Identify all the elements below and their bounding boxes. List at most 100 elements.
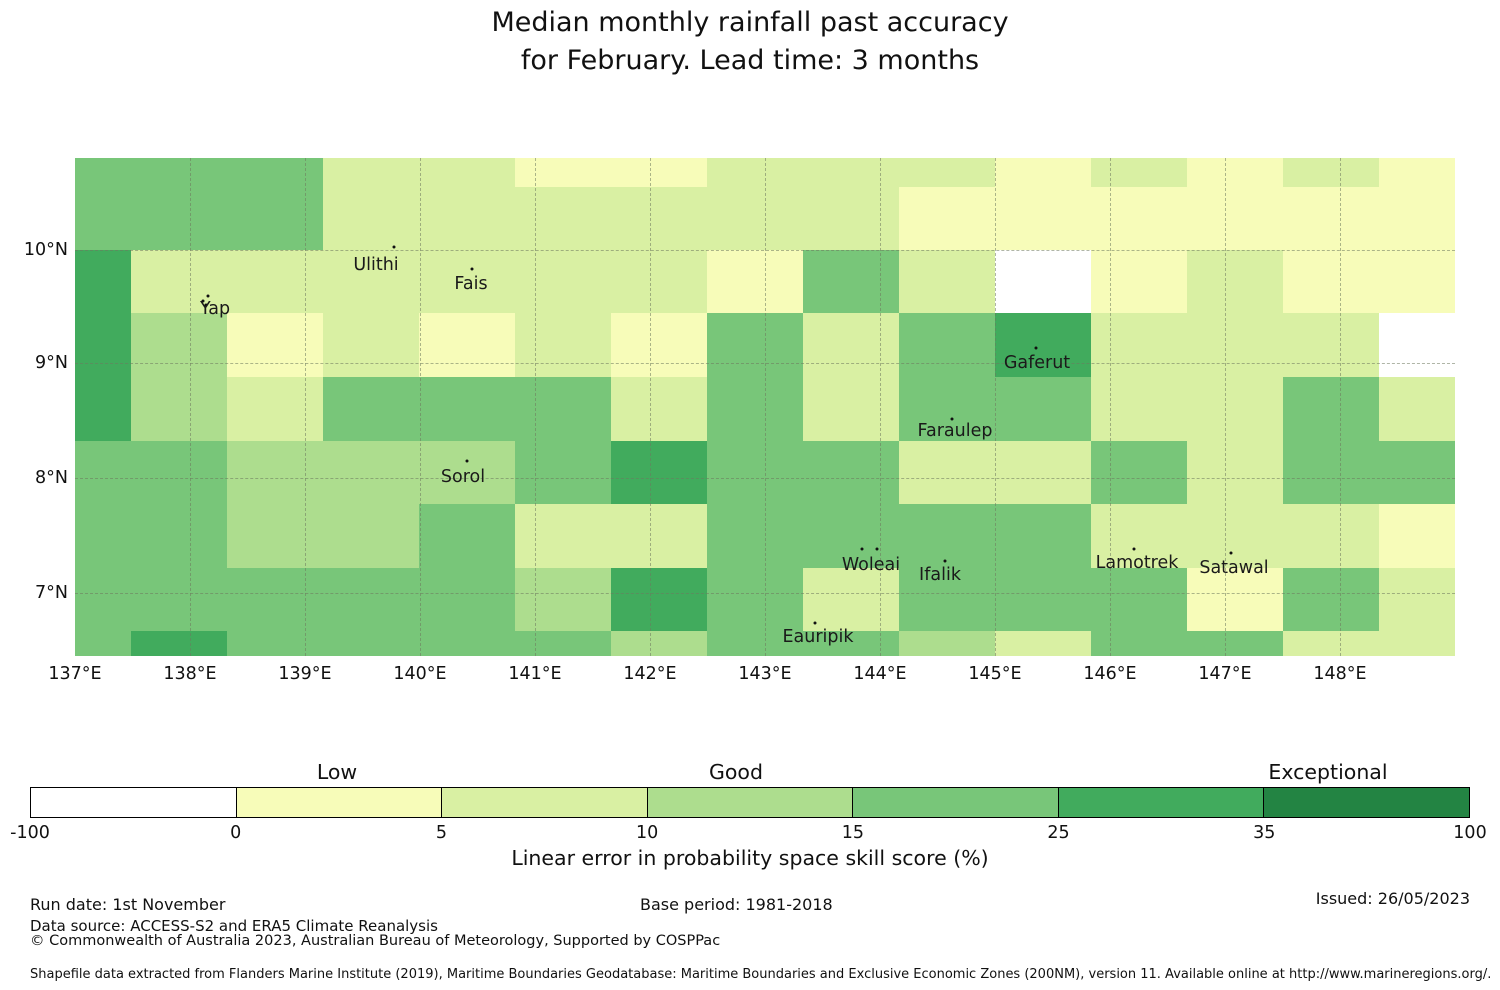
- latitude-gridline: [75, 478, 1455, 479]
- map-cell: [1283, 441, 1379, 504]
- map-cell: [419, 631, 515, 656]
- map-cell: [515, 631, 611, 656]
- colorbar-axis-label: Linear error in probability space skill …: [511, 846, 989, 870]
- island-marker: [943, 559, 947, 563]
- map-cell: [419, 313, 515, 377]
- island-marker: [875, 547, 879, 551]
- map-cell: [707, 631, 803, 656]
- map-cell: [1091, 631, 1187, 656]
- colorbar-tick-label: 0: [230, 823, 242, 843]
- longitude-gridline: [1110, 158, 1111, 656]
- x-tick-label: 148°E: [1313, 664, 1367, 684]
- longitude-gridline: [190, 158, 191, 656]
- colorbar-segment: [236, 788, 443, 817]
- island-marker: [392, 245, 396, 249]
- x-tick-label: 142°E: [623, 664, 677, 684]
- shapefile-note: Shapefile data extracted from Flanders M…: [30, 967, 1492, 982]
- island-label: Yap: [199, 299, 231, 319]
- map-cell: [1187, 568, 1283, 631]
- map-cell: [899, 187, 995, 250]
- colorbar-segment: [31, 788, 237, 817]
- map-cell: [995, 568, 1091, 631]
- map-cell: [1091, 504, 1187, 568]
- island-label: Sorol: [440, 467, 486, 487]
- map-cell: [899, 441, 995, 504]
- map-cell: [1091, 313, 1187, 377]
- map-cell: [1379, 568, 1455, 631]
- map-cell: [1091, 158, 1187, 187]
- map-cell: [995, 313, 1091, 377]
- map-cell: [611, 250, 707, 313]
- colorbar-segment: [442, 788, 648, 817]
- map-cell: [227, 377, 323, 441]
- map-cell: [803, 504, 899, 568]
- chart-title-line2: for February. Lead time: 3 months: [520, 45, 980, 76]
- map-cell: [1283, 568, 1379, 631]
- map-cell: [75, 441, 131, 504]
- map-cell: [707, 250, 803, 313]
- map-cell: [75, 631, 131, 656]
- copyright: © Commonwealth of Australia 2023, Austra…: [30, 933, 721, 949]
- longitude-gridline: [995, 158, 996, 656]
- map-cell: [611, 313, 707, 377]
- colorbar-category-label: Good: [709, 760, 763, 784]
- map-cell: [1283, 313, 1379, 377]
- island-marker: [1132, 547, 1136, 551]
- map-cell: [1187, 250, 1283, 313]
- chart-title-line1: Median monthly rainfall past accuracy: [491, 7, 1009, 38]
- map-cell: [611, 441, 707, 504]
- map-cell: [131, 250, 227, 313]
- map-cell: [131, 631, 227, 656]
- map-cell: [515, 441, 611, 504]
- map-cell: [1379, 377, 1455, 441]
- map-cell: [995, 158, 1091, 187]
- map-cell: [1187, 158, 1283, 187]
- colorbar-segment: [647, 788, 854, 817]
- y-tick-label: 7°N: [35, 583, 68, 603]
- map-cell: [75, 377, 131, 441]
- map-cell: [1379, 187, 1455, 250]
- y-tick-label: 9°N: [35, 353, 68, 373]
- island-label: Fais: [454, 274, 488, 294]
- map-cell: [323, 504, 419, 568]
- map-cell: [515, 504, 611, 568]
- island-label: Faraulep: [917, 421, 993, 441]
- map-cell: [419, 568, 515, 631]
- colorbar-segment: [1264, 788, 1470, 817]
- colorbar-tick-label: 10: [636, 823, 659, 843]
- map-cell: [515, 187, 611, 250]
- longitude-gridline: [535, 158, 536, 656]
- map-cell: [227, 158, 323, 187]
- map-cell: [323, 158, 419, 187]
- x-tick-label: 147°E: [1198, 664, 1252, 684]
- map-cell: [803, 250, 899, 313]
- map-cell: [515, 158, 611, 187]
- island-marker: [465, 459, 469, 463]
- map-cell: [75, 313, 131, 377]
- map-cell: [1091, 568, 1187, 631]
- map-cell: [1187, 441, 1283, 504]
- map-cell: [803, 158, 899, 187]
- island-marker: [860, 547, 864, 551]
- map-cell: [419, 441, 515, 504]
- island-marker: [201, 299, 205, 303]
- map-cell: [707, 441, 803, 504]
- map-cell: [899, 250, 995, 313]
- island-marker: [206, 294, 210, 298]
- map-cell: [227, 187, 323, 250]
- map-cell: [1283, 631, 1379, 656]
- map-cell: [1283, 504, 1379, 568]
- map-cell: [75, 158, 131, 187]
- map-cell: [323, 377, 419, 441]
- map-cell: [1091, 441, 1187, 504]
- map-cell: [131, 504, 227, 568]
- map-cell: [1379, 313, 1455, 377]
- colorbar-category-label: Exceptional: [1268, 760, 1388, 784]
- map-cell: [899, 377, 995, 441]
- map-cell: [515, 377, 611, 441]
- colorbar-tick-label: 25: [1047, 823, 1070, 843]
- map-cell: [1187, 377, 1283, 441]
- colorbar-tick-label: -100: [10, 823, 50, 843]
- map-cell: [803, 377, 899, 441]
